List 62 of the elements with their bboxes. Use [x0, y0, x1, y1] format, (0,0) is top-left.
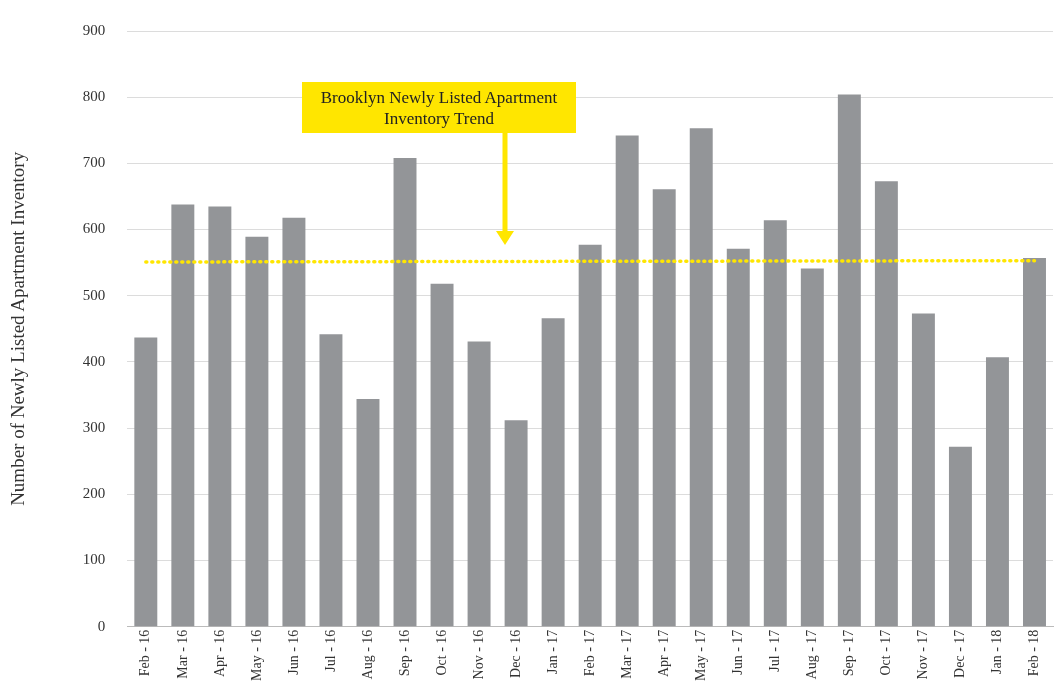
x-tick-label: Jul - 16 — [322, 629, 338, 672]
bar — [985, 357, 1009, 627]
y-tick-label: 200 — [82, 485, 106, 502]
x-tick-label: Sep - 16 — [396, 629, 412, 677]
x-tick-label: Aug - 17 — [803, 629, 819, 680]
x-tick-label: Dec - 17 — [952, 629, 968, 678]
x-tick-label: Apr - 17 — [655, 629, 671, 678]
bar — [911, 313, 935, 627]
bar — [800, 268, 824, 627]
y-tick-label: 800 — [82, 88, 106, 105]
x-tick-label: Aug - 16 — [359, 629, 375, 680]
x-tick-label: Oct - 16 — [433, 629, 449, 676]
bar — [541, 318, 565, 627]
x-tick-label: Feb - 16 — [137, 629, 153, 677]
bar — [430, 283, 454, 627]
bar — [837, 94, 861, 627]
y-tick-label: 400 — [82, 352, 106, 369]
bar — [874, 181, 898, 627]
x-tick-label: Apr - 16 — [211, 629, 227, 678]
x-tick-label: Jan - 18 — [989, 629, 1005, 674]
x-tick-label: Jan - 17 — [544, 629, 560, 674]
y-tick-label: 0 — [97, 617, 106, 634]
bar — [763, 220, 787, 627]
x-tick-label: Feb - 17 — [581, 629, 597, 677]
bar — [689, 128, 713, 627]
x-tick-label: Sep - 17 — [841, 629, 857, 677]
y-tick-label: 100 — [82, 551, 106, 568]
x-tick-label: Nov - 16 — [470, 629, 486, 680]
y-tick-label: 700 — [82, 154, 106, 171]
y-tick-label: 500 — [82, 286, 106, 303]
y-tick-label: 900 — [82, 21, 106, 38]
y-axis-title: Number of Newly Listed Apartment Inventory — [7, 151, 29, 506]
bar — [615, 135, 639, 627]
bar — [245, 236, 269, 627]
x-tick-label: Nov - 17 — [915, 629, 931, 680]
bar — [282, 217, 306, 627]
bar — [356, 399, 380, 627]
bar — [467, 341, 491, 627]
bar — [393, 158, 417, 627]
x-tick-label: Mar - 16 — [174, 629, 190, 679]
x-tick-label: Dec - 16 — [507, 629, 523, 678]
x-tick-label: Feb - 18 — [1026, 629, 1042, 677]
bar — [652, 189, 676, 627]
x-tick-label: Jul - 17 — [766, 629, 782, 672]
bar — [134, 337, 158, 627]
annotation: Brooklyn Newly Listed Apartment Inventory Trend — [302, 82, 576, 133]
y-tick-label: 600 — [82, 220, 106, 237]
bar — [948, 446, 972, 627]
x-tick-label: Mar - 17 — [618, 629, 634, 679]
bar — [726, 248, 750, 627]
bar — [1023, 258, 1046, 627]
y-tick-label: 300 — [82, 419, 106, 436]
x-tick-label: Oct - 17 — [878, 629, 894, 676]
bar — [319, 334, 343, 627]
bar — [578, 244, 602, 627]
x-tick-label: May - 16 — [248, 629, 264, 681]
x-tick-label: Jun - 17 — [729, 629, 745, 675]
bar — [504, 420, 528, 627]
bar — [208, 206, 232, 627]
x-tick-label: May - 17 — [692, 629, 708, 681]
bar — [171, 204, 195, 627]
x-tick-label: Jun - 16 — [285, 629, 301, 675]
